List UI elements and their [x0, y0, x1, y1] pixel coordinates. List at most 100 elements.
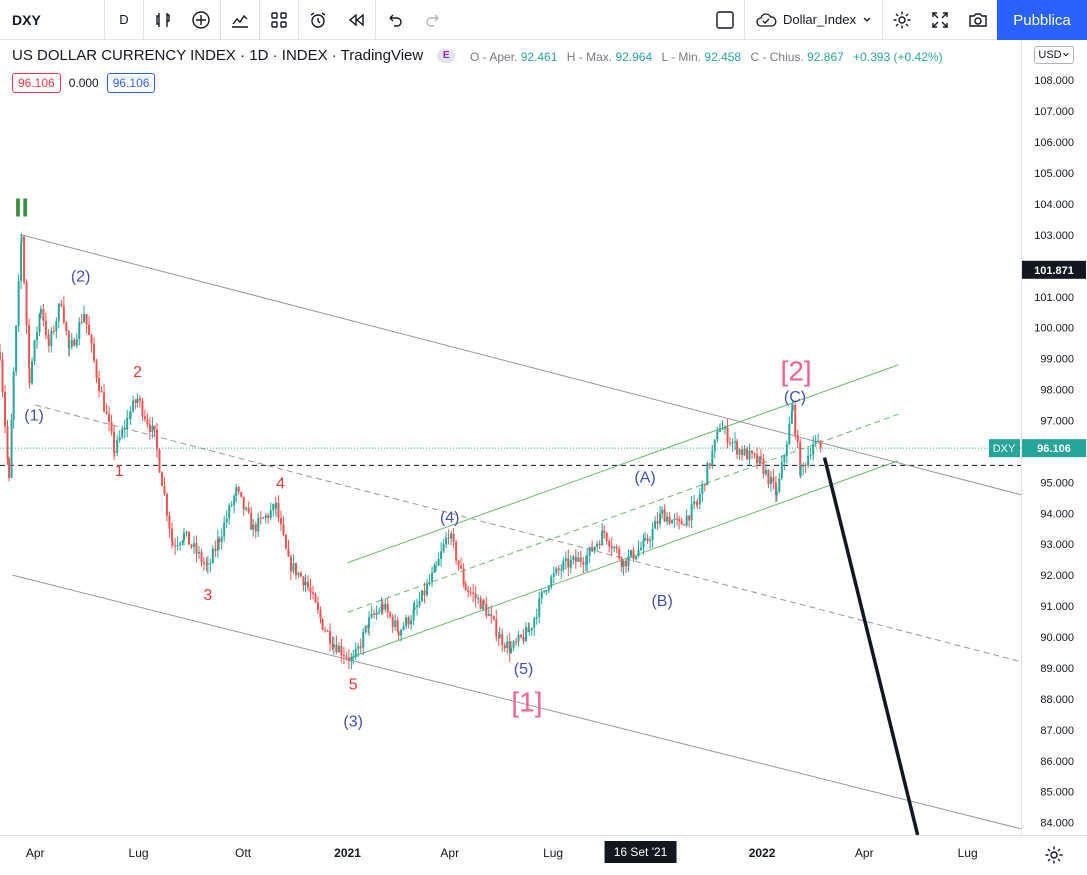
- candle-body: [533, 618, 536, 629]
- candle-body: [586, 555, 589, 564]
- publish-button[interactable]: Pubblica: [997, 0, 1087, 40]
- candle-body: [731, 442, 734, 444]
- candle-body: [223, 522, 226, 537]
- replay-button[interactable]: [337, 0, 375, 40]
- candle-body: [407, 617, 410, 625]
- candle-body: [625, 560, 628, 567]
- alert-button[interactable]: [299, 0, 337, 40]
- layout-selector[interactable]: Dollar_Index: [745, 0, 882, 40]
- candle-body: [796, 435, 799, 443]
- symbol-mark-label: DXY: [993, 443, 1016, 455]
- candle-body: [331, 643, 334, 648]
- toolbar-divider: [143, 0, 144, 40]
- candle-body: [237, 487, 240, 492]
- trendline-2[interactable]: [12, 574, 1022, 830]
- candle-body: [555, 568, 558, 574]
- candle-body: [185, 531, 188, 533]
- candle-body: [113, 431, 116, 453]
- candle-body: [756, 454, 759, 464]
- candle-body: [373, 613, 376, 616]
- settings-button[interactable]: [883, 0, 921, 40]
- indicators-button[interactable]: [221, 0, 259, 40]
- fullscreen-square-button[interactable]: [706, 0, 744, 40]
- candle-body: [569, 559, 572, 568]
- wave-label-6: 4: [276, 476, 285, 493]
- candle-body: [12, 371, 15, 420]
- trendline-5[interactable]: [347, 460, 899, 660]
- candle-body: [65, 322, 68, 332]
- compare-icon[interactable]: [144, 0, 182, 40]
- candle-body: [535, 617, 538, 619]
- candle-body: [386, 603, 389, 613]
- candle-body: [88, 324, 91, 336]
- candle-body: [228, 505, 231, 519]
- candle-body: [622, 560, 625, 567]
- interval-button[interactable]: D: [119, 12, 129, 27]
- candle-body: [410, 620, 413, 625]
- candle-body: [637, 549, 640, 557]
- candle-body: [405, 617, 408, 627]
- trendline-0[interactable]: [21, 234, 1022, 496]
- candle-body: [143, 416, 146, 420]
- candle-body: [736, 441, 739, 455]
- currency-selector[interactable]: USD: [1034, 46, 1074, 64]
- candle-body: [250, 512, 253, 530]
- indicator-value-left[interactable]: 96.106: [12, 73, 61, 93]
- symbol-search-button[interactable]: DXY: [12, 11, 41, 28]
- candle-body: [202, 562, 205, 564]
- candle-body: [148, 424, 151, 432]
- candle-body: [758, 456, 761, 464]
- candle-body: [299, 572, 302, 577]
- add-compare-button[interactable]: [182, 0, 220, 40]
- candle-body: [452, 533, 455, 543]
- candle-body: [176, 544, 179, 546]
- candle-body: [472, 592, 475, 594]
- price-tick-label: 107.000: [1034, 106, 1074, 118]
- candle-body: [136, 398, 139, 403]
- toolbar-divider: [220, 0, 221, 40]
- candle-body: [10, 419, 13, 478]
- axis-settings-gear-icon[interactable]: [1044, 845, 1064, 865]
- fullscreen-button[interactable]: [921, 0, 959, 40]
- time-tick-label: Apr: [440, 846, 459, 860]
- price-chart[interactable]: II (2) (1) 1 2 3 4 5 (3) (4) (5) [1] (A) (B) (C) [2] 84.…: [0, 40, 1087, 875]
- candle-body: [485, 603, 488, 616]
- price-tick-label: 101.000: [1034, 292, 1074, 304]
- indicator-value-right[interactable]: 96.106: [106, 73, 156, 93]
- wave-label-4: 2: [133, 364, 142, 381]
- candle-body: [774, 482, 777, 496]
- candle-body: [520, 634, 523, 637]
- candle-body: [153, 425, 156, 430]
- candle-body: [279, 518, 282, 525]
- price-tick-label: 85.000: [1040, 787, 1074, 799]
- candle-body: [319, 609, 322, 619]
- candle-body: [267, 515, 270, 518]
- candle-body: [47, 338, 50, 347]
- trendline-3[interactable]: [347, 364, 899, 564]
- trendline-6[interactable]: [822, 457, 920, 836]
- price-tick-label: 103.000: [1034, 230, 1074, 242]
- candle-body: [487, 614, 490, 616]
- snapshot-button[interactable]: [959, 0, 997, 40]
- candle-body: [545, 590, 548, 592]
- candle-body: [564, 558, 567, 561]
- earnings-badge[interactable]: E: [437, 48, 456, 63]
- candle-body: [218, 538, 221, 543]
- candle-body: [282, 524, 285, 535]
- candle-body: [352, 657, 355, 659]
- candle-body: [245, 507, 248, 510]
- redo-button[interactable]: [414, 0, 452, 40]
- candle-body: [627, 555, 630, 567]
- templates-button[interactable]: [260, 0, 298, 40]
- candle-body: [701, 483, 704, 495]
- candle-body: [381, 604, 384, 610]
- camera-icon: [969, 12, 987, 27]
- candle-body: [272, 504, 275, 511]
- candle-body: [312, 592, 315, 594]
- wave-label-0: II: [14, 192, 28, 222]
- candle-body: [479, 598, 482, 610]
- candle-body: [36, 332, 39, 341]
- trendline-4[interactable]: [347, 413, 899, 613]
- candle-body: [73, 339, 76, 346]
- undo-button[interactable]: [376, 0, 414, 40]
